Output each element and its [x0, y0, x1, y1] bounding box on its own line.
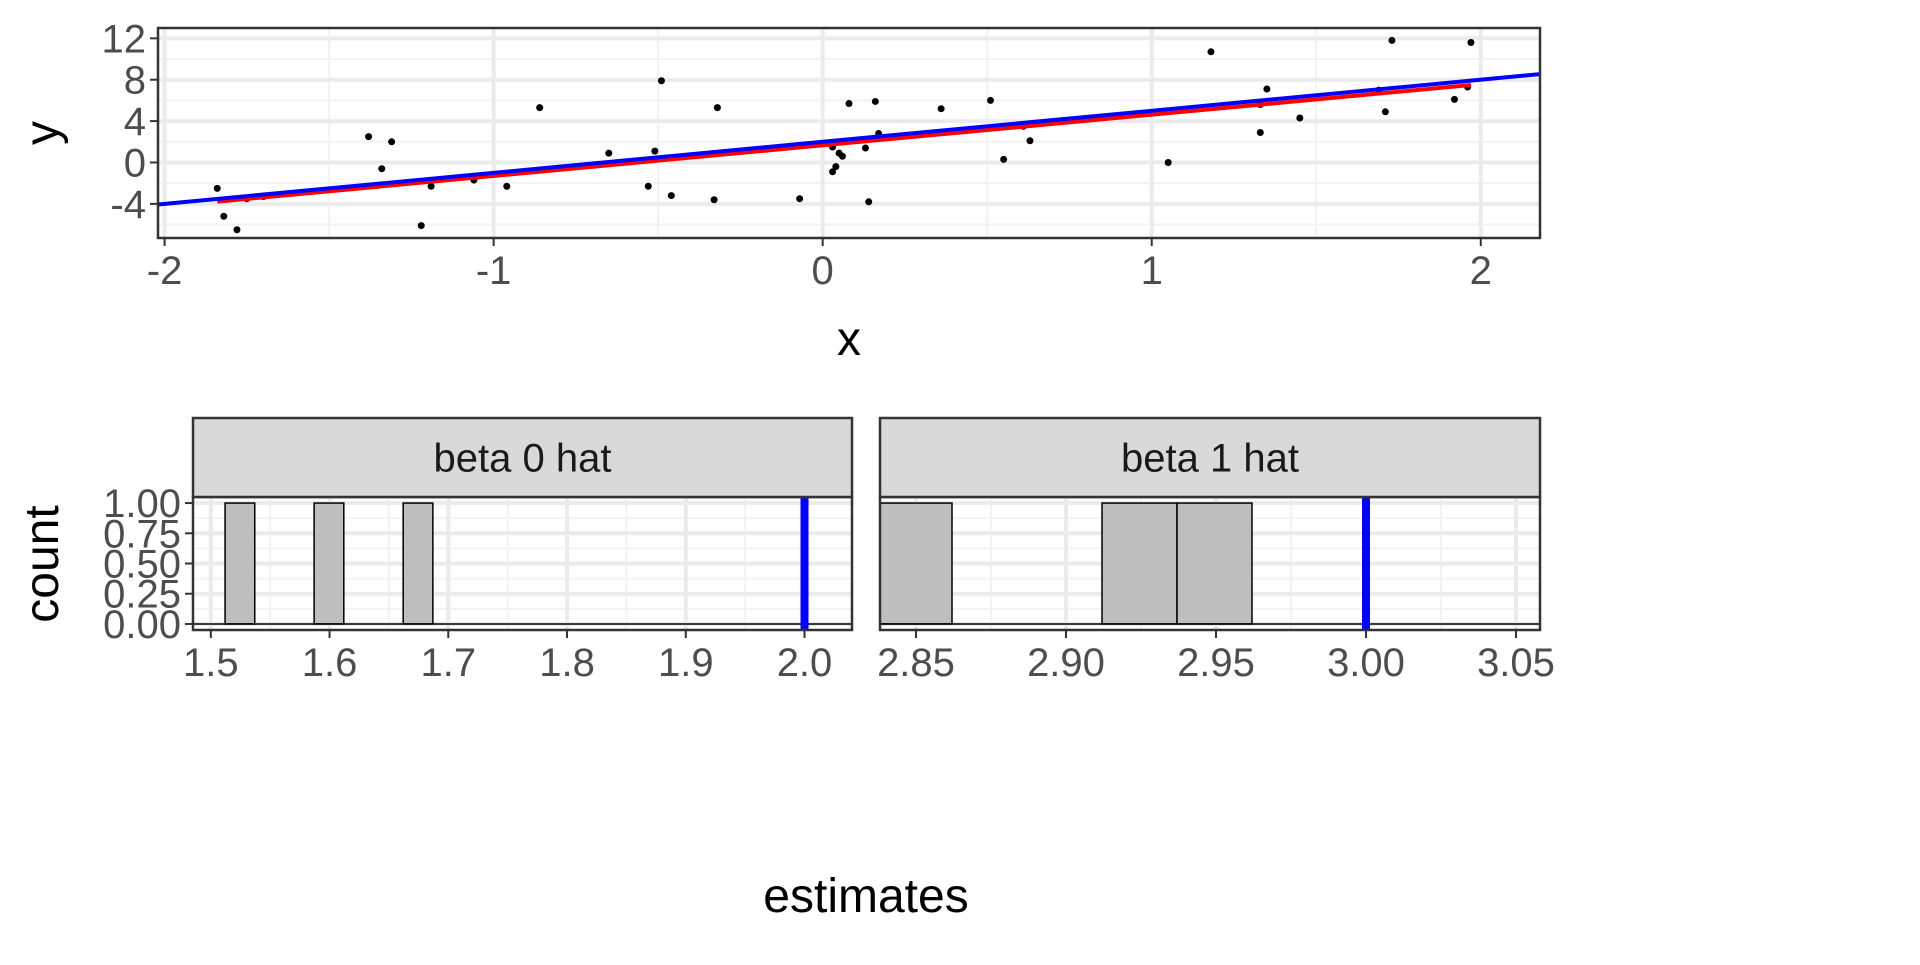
histogram-bar: [402, 502, 434, 625]
scatter-data: [158, 36, 1540, 234]
data-point: [378, 165, 386, 173]
data-point: [710, 196, 718, 204]
data-point: [829, 168, 837, 176]
histogram-bar: [1176, 502, 1253, 625]
x-tick-label: -1: [476, 249, 512, 293]
x-tick-label: 0: [812, 249, 834, 293]
data-point: [832, 163, 840, 171]
y-tick-label: 0.25: [103, 573, 181, 617]
histogram-bar: [313, 502, 345, 625]
data-point: [838, 152, 846, 160]
data-point: [667, 192, 675, 200]
data-point: [796, 195, 804, 203]
data-point: [1256, 128, 1264, 136]
data-point: [233, 226, 241, 234]
data-point: [651, 147, 659, 155]
data-point: [536, 104, 544, 112]
data-point: [213, 184, 221, 192]
data-point: [1388, 36, 1396, 44]
data-point: [986, 96, 994, 104]
y-tick-label: 0.75: [103, 512, 181, 556]
data-point: [1263, 85, 1271, 93]
data-point: [871, 97, 879, 105]
data-point: [713, 104, 721, 112]
x-axis-title: x: [837, 313, 861, 366]
x-tick-label: 1.5: [183, 641, 239, 685]
histogram-panel-beta0: beta 0 hat 1.5 1.6 1.7 1.8 1.9 2.0 0.000.250.50…: [103, 416, 854, 685]
y-axis-title: y: [16, 121, 69, 145]
data-point: [865, 198, 873, 206]
facet-strip: [878, 416, 1542, 499]
y-tick-label: 0.00: [103, 603, 181, 647]
x-tick-label: 2.0: [777, 641, 833, 685]
histogram-bar: [879, 502, 953, 625]
x-tick-label: 1.9: [658, 641, 714, 685]
histogram-bar: [224, 502, 256, 625]
data-point: [605, 149, 613, 157]
histogram-x-axis-title: estimates: [763, 870, 968, 923]
x-tick-label: -2: [147, 249, 183, 293]
data-point: [1207, 48, 1215, 56]
x-tick-label: 1.6: [302, 641, 358, 685]
data-point: [220, 212, 228, 220]
data-point: [845, 100, 853, 108]
data-point: [1381, 108, 1389, 116]
true-line: [158, 72, 1540, 207]
data-point: [861, 144, 869, 152]
fitted-line: [217, 82, 1472, 204]
data-point: [644, 182, 652, 190]
histogram-y-axis-title: count: [16, 505, 69, 622]
data-point: [657, 77, 665, 85]
data-point: [1000, 155, 1008, 163]
x-tick-label: 2.85: [877, 641, 955, 685]
data-point: [1164, 158, 1172, 166]
facet-strip-label: beta 0 hat: [434, 437, 612, 481]
x-tick-label: 2.90: [1027, 641, 1105, 685]
data-point: [503, 182, 511, 190]
histogram-bar: [1101, 502, 1178, 625]
data-point: [1450, 95, 1458, 103]
data-point: [365, 133, 373, 141]
x-tick-label: 2: [1470, 249, 1492, 293]
x-tick-label: 2.95: [1177, 641, 1255, 685]
data-point: [1296, 114, 1304, 122]
data-point: [1467, 38, 1475, 46]
y-tick-label: 12: [102, 17, 147, 61]
scatter-panel-border: [156, 26, 1542, 240]
y-tick-label: 8: [124, 59, 146, 103]
y-tick-label: -4: [110, 183, 146, 227]
x-tick-label: 3.05: [1477, 641, 1555, 685]
y-tick-label: 0.50: [103, 543, 181, 587]
data-point: [388, 138, 396, 146]
facet-strip-label: beta 1 hat: [1121, 437, 1299, 481]
data-point: [937, 105, 945, 113]
x-tick-label: 1.8: [539, 641, 595, 685]
data-point: [1026, 137, 1034, 145]
y-tick-label: 4: [124, 100, 146, 144]
y-tick-label: 1.00: [103, 482, 181, 526]
x-tick-label: 3.00: [1327, 641, 1405, 685]
data-point: [417, 222, 425, 230]
data-point: [427, 182, 435, 190]
x-tick-label: 1.7: [420, 641, 476, 685]
y-tick-label: 0: [124, 141, 146, 185]
histogram-panel-beta1: beta 1 hat 2.85 2.90 2.95 3.00 3.05: [877, 416, 1555, 685]
x-tick-label: 1: [1141, 249, 1163, 293]
facet-strip: [191, 416, 854, 499]
